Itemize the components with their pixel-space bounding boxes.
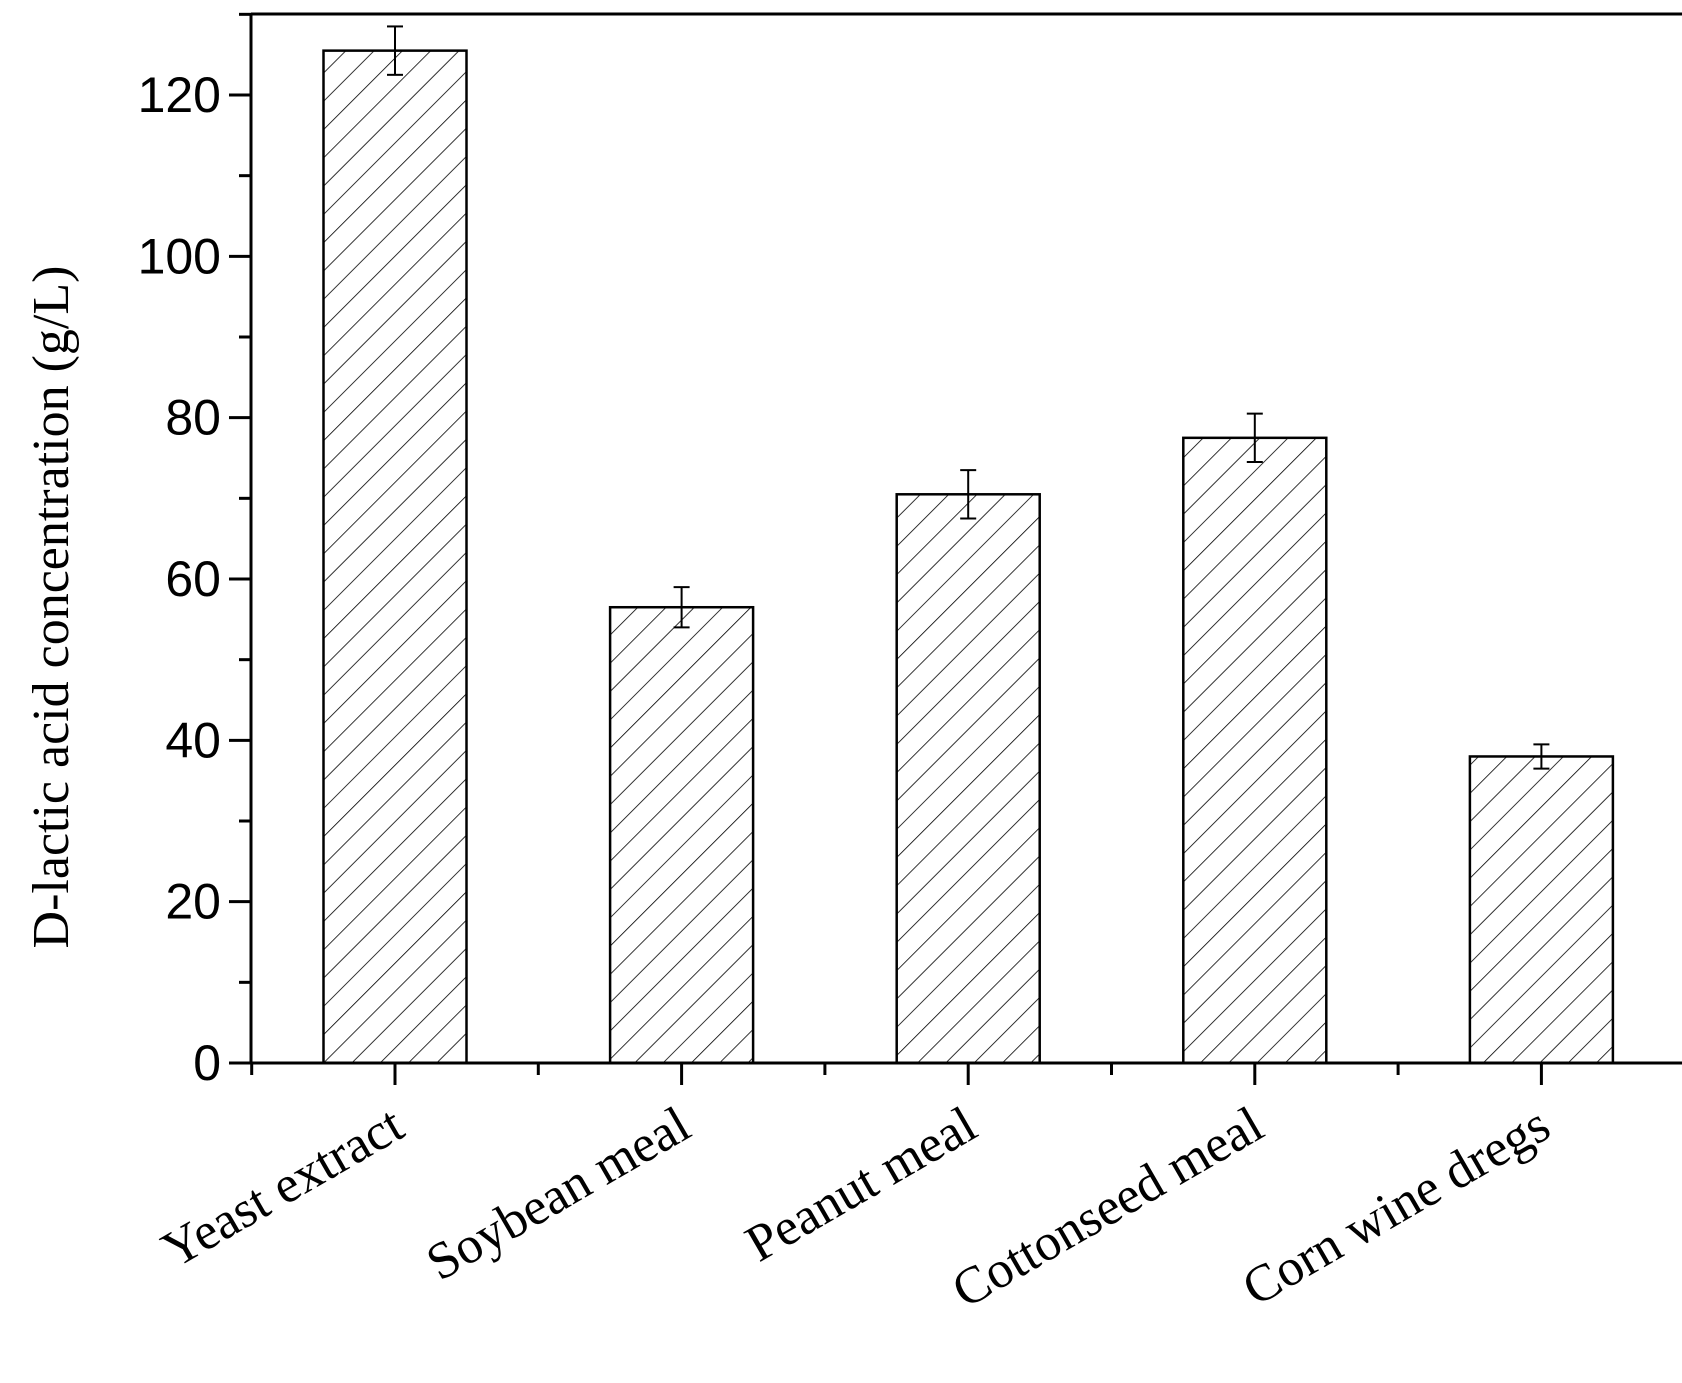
y-tick-label: 0 — [193, 1035, 221, 1091]
y-tick-label: 60 — [165, 551, 221, 607]
bar-yeast-extract — [322, 49, 468, 1065]
x-axis-ticks — [250, 1063, 1543, 1085]
y-tick-label: 80 — [165, 390, 221, 446]
y-axis-title: D-lactic acid concentration (g/L) — [23, 266, 80, 949]
bar-corn-wine-dregs — [1468, 755, 1615, 1065]
error-bar-peanut-meal — [960, 469, 977, 520]
bar-soybean-meal — [608, 605, 755, 1065]
x-tick-label: Cottonseed meal — [943, 1096, 1273, 1319]
bars-group — [322, 49, 1615, 1065]
bar-peanut-meal — [895, 493, 1041, 1065]
error-bar-yeast-extract — [387, 25, 403, 76]
y-axis-ticks: 0 20 40 60 80 100 120 — [138, 12, 251, 1091]
x-tick-label: Peanut meal — [736, 1096, 986, 1273]
x-axis-category-labels: Yeast extract Soybean meal Peanut mealCott… — [153, 1096, 1560, 1320]
bar-cottonseed-meal — [1182, 436, 1328, 1065]
error-bars-group — [387, 25, 1550, 770]
x-tick-label: Soybean meal — [417, 1096, 699, 1292]
y-tick-label: 20 — [165, 874, 221, 930]
x-tick-label: Yeast extract — [153, 1096, 414, 1279]
y-tick-label: 120 — [138, 67, 221, 123]
y-tick-label: 100 — [138, 228, 221, 284]
error-bar-cottonseed-meal — [1246, 412, 1263, 464]
error-bar-soybean-meal — [673, 586, 690, 629]
error-bar-corn-wine-dregs — [1533, 743, 1550, 770]
y-tick-label: 40 — [165, 712, 221, 768]
x-tick-label: Corn wine dregs — [1233, 1096, 1559, 1317]
